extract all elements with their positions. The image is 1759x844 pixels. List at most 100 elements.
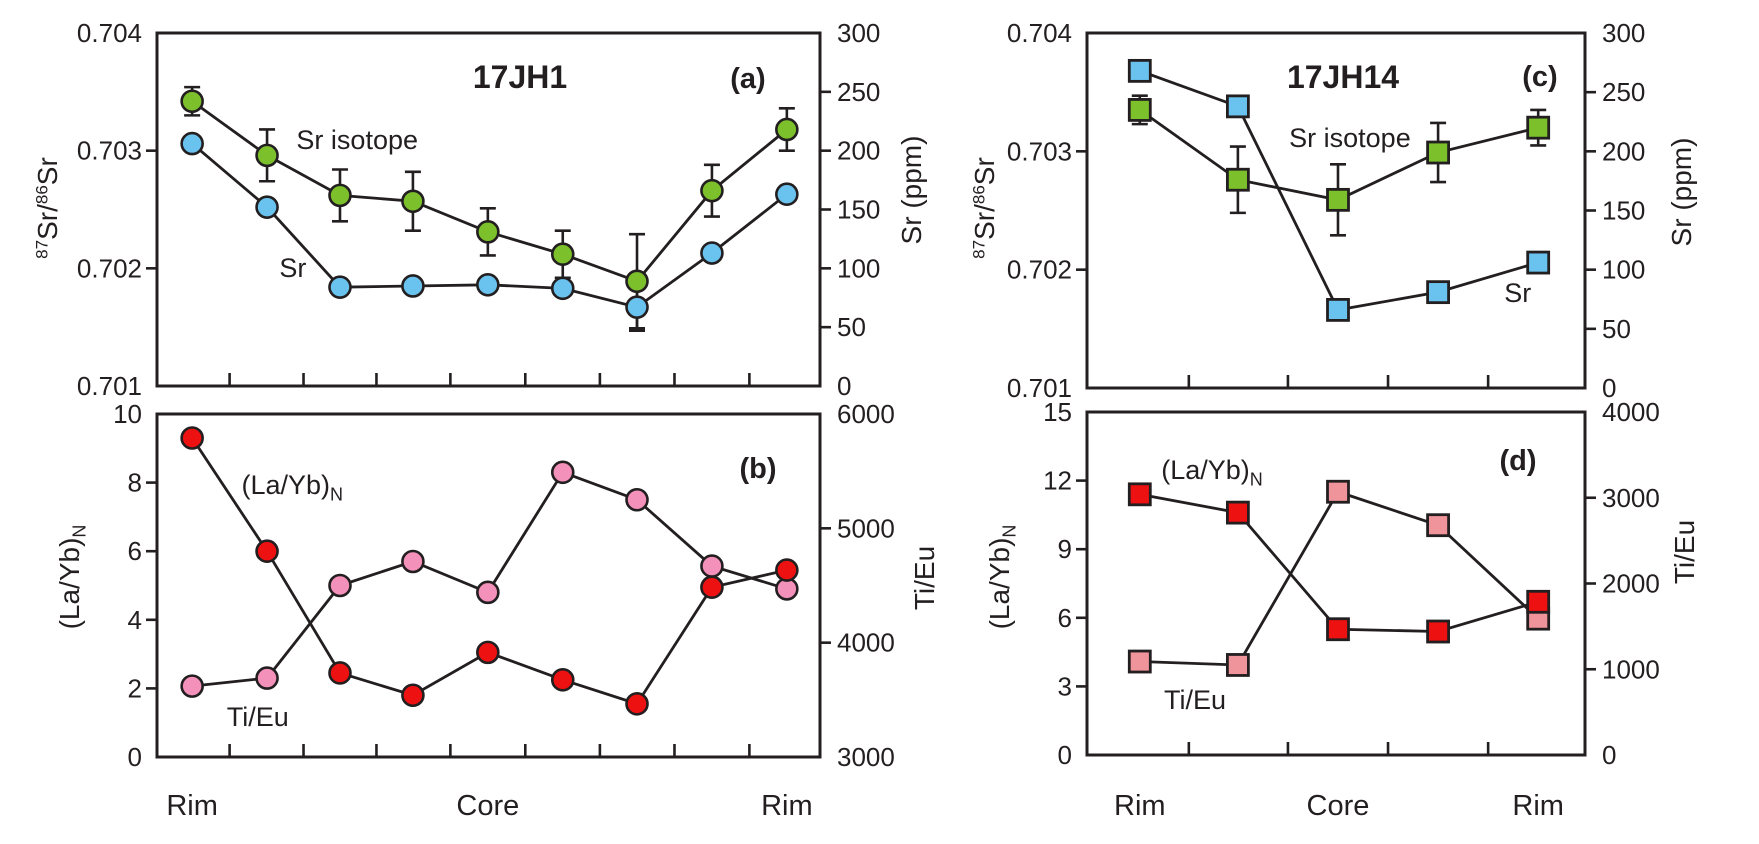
left-axis-tick-label: 2 — [128, 673, 142, 703]
marker-ti-eu — [255, 666, 279, 690]
panel-letter: (a) — [730, 63, 765, 95]
marker-sr — [1225, 94, 1250, 119]
right-axis-tick-label: 300 — [1602, 18, 1645, 48]
right-axis-tick-label: 150 — [1602, 196, 1645, 226]
marker-sr — [476, 273, 500, 297]
marker--la-yb-n — [625, 692, 649, 716]
left-axis-title: 87Sr/86Sr — [969, 157, 1000, 259]
right-axis-title: Ti/Eu — [1669, 520, 1700, 584]
left-axis-tick-label: 0.703 — [1007, 136, 1072, 166]
left-axis-tick-label: 0.701 — [1007, 373, 1072, 403]
left-axis-tick-label: 6 — [128, 536, 142, 566]
marker--la-yb-n — [180, 426, 204, 450]
marker-sr-isotope — [1225, 167, 1250, 192]
annotation--la-yb-: (La/Yb)N — [1161, 455, 1263, 489]
marker-sr-isotope — [1326, 187, 1350, 212]
marker-sr — [1526, 250, 1551, 275]
annotation-sr-isotope: Sr isotope — [296, 125, 418, 155]
panel-title: 17JH1 — [473, 59, 567, 95]
marker-ti-eu — [625, 487, 649, 512]
marker-sr — [255, 195, 279, 219]
marker--la-yb-n — [550, 668, 575, 692]
right-axis-tick-label: 6000 — [837, 399, 895, 429]
marker-sr-isotope — [1127, 98, 1152, 122]
right-axis-title: Sr (ppm) — [1666, 138, 1697, 247]
right-axis-tick-label: 3000 — [837, 742, 895, 772]
x-axis-label-core: Core — [1307, 790, 1370, 822]
marker-ti-eu — [1225, 653, 1250, 677]
marker-sr-isotope — [625, 269, 649, 294]
panel-b: 10 8 6 4 2 0 6000 5000 4000 3000 (La/Yb)N Ti/Eu (La/… — [54, 399, 940, 822]
panel-c: 0.704 0.703 0.702 0.701 300 250 200 150 100 50 0 87… — [969, 18, 1697, 403]
left-axis-title: (La/Yb)N — [984, 525, 1020, 630]
marker-sr — [775, 182, 799, 207]
marker-sr-isotope — [476, 220, 500, 244]
right-axis-tick-label: 300 — [837, 18, 880, 48]
marker-sr-isotope — [700, 178, 724, 203]
marker-sr-isotope — [1426, 140, 1450, 165]
right-axis-tick-label: 0 — [1602, 740, 1616, 770]
left-axis-tick-label: 4 — [128, 605, 142, 635]
x-axis-label-rim: Rim — [1512, 790, 1564, 822]
right-axis-tick-label: 250 — [1602, 77, 1645, 107]
right-axis-title: Sr (ppm) — [896, 136, 927, 245]
right-axis-tick-label: 200 — [1602, 136, 1645, 166]
marker-sr-isotope — [1526, 115, 1551, 140]
marker--la-yb-n — [775, 558, 799, 582]
marker--la-yb-n — [1526, 589, 1551, 614]
annotation-ti-eu: Ti/Eu — [227, 702, 289, 732]
left-axis-tick-label: 9 — [1058, 534, 1072, 564]
marker-ti-eu — [328, 573, 352, 598]
right-axis-tick-label: 0 — [1602, 373, 1616, 403]
left-axis-tick-label: 6 — [1058, 603, 1072, 633]
marker--la-yb-n — [476, 640, 500, 665]
panel-letter: (d) — [1499, 445, 1536, 477]
annotation-ti-eu: Ti/Eu — [1164, 685, 1226, 715]
left-axis-tick-label: 0.704 — [77, 18, 142, 48]
left-axis-tick-label: 0.702 — [77, 253, 142, 283]
marker-ti-eu — [1326, 479, 1350, 504]
left-axis-tick-label: 8 — [128, 468, 142, 498]
x-axis-label-rim: Rim — [761, 790, 813, 822]
panel-letter: (c) — [1522, 61, 1557, 93]
marker-sr — [1326, 297, 1350, 322]
annotation--la-yb-: (La/Yb)N — [241, 470, 343, 504]
marker-sr — [401, 274, 425, 298]
right-axis-tick-label: 4000 — [837, 628, 895, 658]
right-axis-tick-label: 1000 — [1602, 654, 1660, 684]
marker-sr — [1127, 58, 1152, 83]
marker-sr-isotope — [401, 189, 425, 214]
marker-ti-eu — [1127, 649, 1152, 674]
marker-sr-isotope — [328, 183, 352, 208]
marker--la-yb-n — [1326, 617, 1350, 642]
left-axis-tick-label: 3 — [1058, 671, 1072, 701]
marker--la-yb-n — [700, 575, 724, 600]
right-axis-tick-label: 4000 — [1602, 397, 1660, 427]
left-axis-tick-label: 0.702 — [1007, 255, 1072, 285]
panel-b-border — [155, 412, 822, 759]
left-axis-tick-label: 0.703 — [77, 136, 142, 166]
marker-sr-isotope — [180, 89, 204, 114]
x-axis-label-rim: Rim — [166, 790, 218, 822]
left-axis-title: (La/Yb)N — [54, 525, 90, 630]
marker--la-yb-n — [1426, 619, 1450, 644]
marker-ti-eu — [476, 580, 500, 605]
left-axis-tick-label: 0.704 — [1007, 18, 1072, 48]
panel-d: 15 12 9 6 3 0 4000 3000 2000 1000 0 (La/Yb)N Ti/Eu (L… — [984, 397, 1700, 822]
right-axis-tick-label: 200 — [837, 136, 880, 166]
left-axis-tick-label: 0 — [128, 742, 142, 772]
marker-ti-eu — [1426, 513, 1450, 538]
marker--la-yb-n — [401, 683, 425, 708]
right-axis-tick-label: 250 — [837, 77, 880, 107]
marker-ti-eu — [550, 460, 575, 485]
right-axis-tick-label: 150 — [837, 195, 880, 225]
marker--la-yb-n — [1225, 500, 1250, 525]
right-axis-tick-label: 50 — [837, 312, 866, 342]
annotation-sr: Sr — [1504, 278, 1531, 308]
right-axis-tick-label: 2000 — [1602, 569, 1660, 599]
right-axis-tick-label: 100 — [1602, 255, 1645, 285]
marker-ti-eu — [180, 674, 204, 698]
panel-a: 0.704 0.703 0.702 0.701 300 250 200 150 100 50 0 87… — [32, 18, 927, 401]
